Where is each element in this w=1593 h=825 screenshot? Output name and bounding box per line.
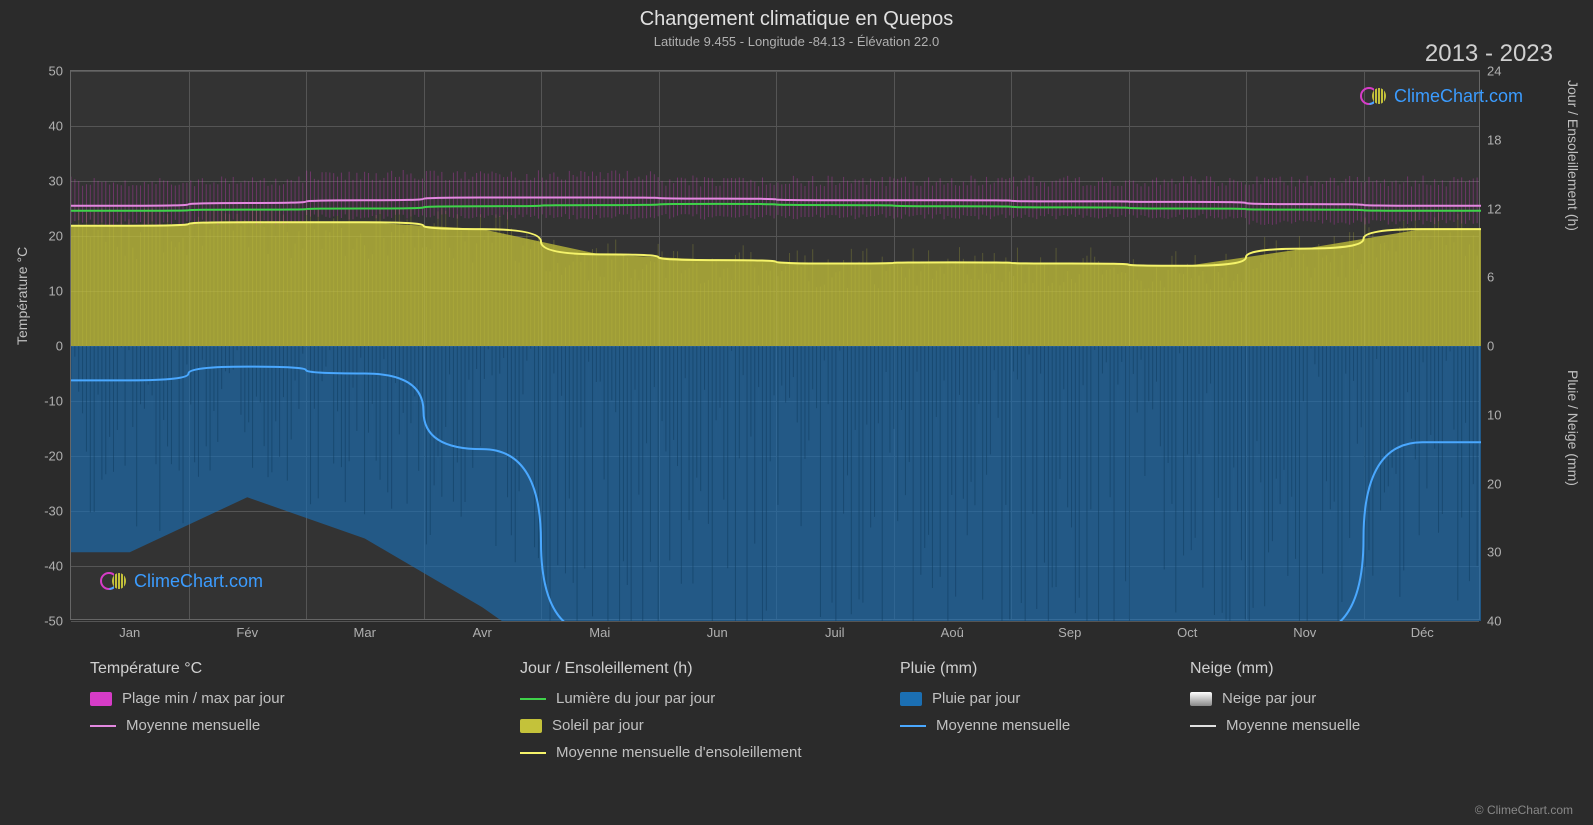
legend-temperature: Température °C Plage min / max par jour … (90, 660, 285, 744)
legend-rain-daily: Pluie par jour (900, 690, 1070, 707)
y-tick-right-bottom: 30 (1479, 545, 1501, 560)
rain-fill-area (71, 346, 1481, 621)
y-tick-left: 10 (49, 284, 71, 299)
legend-temp-range: Plage min / max par jour (90, 690, 285, 707)
y-tick-left: 0 (56, 339, 71, 354)
y-tick-left: 20 (49, 229, 71, 244)
sunshine-fill-area (71, 222, 1481, 346)
y-tick-right-top: 12 (1479, 201, 1501, 216)
sunshine-swatch (520, 719, 542, 733)
y-tick-left: -20 (44, 449, 71, 464)
y-tick-left: -30 (44, 504, 71, 519)
y-tick-left: 50 (49, 64, 71, 79)
x-tick-month: Nov (1293, 619, 1316, 640)
legend-snow: Neige (mm) Neige par jour Moyenne mensue… (1190, 660, 1360, 744)
y-tick-right-top: 18 (1479, 132, 1501, 147)
chart-subtitle: Latitude 9.455 - Longitude -84.13 - Élév… (654, 34, 940, 49)
x-tick-month: Mar (354, 619, 376, 640)
logo-text: ClimeChart.com (134, 571, 263, 592)
logo-text: ClimeChart.com (1394, 86, 1523, 107)
x-tick-month: Jun (707, 619, 728, 640)
logo-watermark-top: ClimeChart.com (1360, 85, 1523, 107)
climechart-logo-icon (1360, 85, 1388, 107)
y-axis-right-bottom-label: Pluie / Neige (mm) (1565, 370, 1581, 486)
legend-sunshine-fill: Soleil par jour (520, 717, 802, 734)
y-axis-left-label: Température °C (14, 247, 30, 345)
chart-title: Changement climatique en Quepos (640, 8, 954, 31)
snow-swatch (1190, 692, 1212, 706)
daylight-line-swatch (520, 698, 546, 700)
legend-snow-mean: Moyenne mensuelle (1190, 717, 1360, 734)
temp-range-swatch (90, 692, 112, 706)
legend-rain: Pluie (mm) Pluie par jour Moyenne mensue… (900, 660, 1070, 744)
x-tick-month: Déc (1411, 619, 1434, 640)
x-tick-month: Mai (589, 619, 610, 640)
climechart-logo-icon (100, 570, 128, 592)
y-tick-right-top: 6 (1479, 270, 1494, 285)
y-tick-right-bottom: 10 (1479, 407, 1501, 422)
x-tick-month: Aoû (941, 619, 964, 640)
legend-daylight-label: Lumière du jour par jour (556, 690, 715, 707)
x-tick-month: Jan (119, 619, 140, 640)
legend-rain-mean: Moyenne mensuelle (900, 717, 1070, 734)
legend-sun-title: Jour / Ensoleillement (h) (520, 660, 802, 678)
daylight-line (71, 204, 1481, 211)
legend-temp-mean: Moyenne mensuelle (90, 717, 285, 734)
legend-temp-range-label: Plage min / max par jour (122, 690, 285, 707)
x-tick-month: Avr (473, 619, 492, 640)
legend-sunshine-mean: Moyenne mensuelle d'ensoleillement (520, 744, 802, 761)
legend-temp-mean-label: Moyenne mensuelle (126, 717, 260, 734)
y-tick-left: -50 (44, 614, 71, 629)
logo-watermark-bottom: ClimeChart.com (100, 570, 263, 592)
y-tick-right-top: 24 (1479, 64, 1501, 79)
x-tick-month: Sep (1058, 619, 1081, 640)
y-tick-right-top: 0 (1479, 339, 1494, 354)
y-axis-right-top-label: Jour / Ensoleillement (h) (1565, 80, 1581, 231)
legend-snow-mean-label: Moyenne mensuelle (1226, 717, 1360, 734)
temp-mean-line-swatch (90, 725, 116, 727)
legend-snow-title: Neige (mm) (1190, 660, 1360, 678)
y-tick-left: 30 (49, 174, 71, 189)
legend-rain-daily-label: Pluie par jour (932, 690, 1020, 707)
rain-line-swatch (900, 725, 926, 727)
x-tick-month: Fév (236, 619, 258, 640)
legend-daylight: Lumière du jour par jour (520, 690, 802, 707)
legend-sunshine: Jour / Ensoleillement (h) Lumière du jou… (520, 660, 802, 771)
x-tick-month: Juil (825, 619, 845, 640)
legend-temp-title: Température °C (90, 660, 285, 678)
legend-rain-title: Pluie (mm) (900, 660, 1070, 678)
chart-plot-area: 50403020100-10-20-30-40-5024181260102030… (70, 70, 1480, 620)
sunshine-line-swatch (520, 752, 546, 754)
x-tick-month: Oct (1177, 619, 1197, 640)
y-tick-right-bottom: 40 (1479, 614, 1501, 629)
y-tick-left: -40 (44, 559, 71, 574)
legend-sunshine-mean-label: Moyenne mensuelle d'ensoleillement (556, 744, 802, 761)
legend-rain-mean-label: Moyenne mensuelle (936, 717, 1070, 734)
y-tick-left: -10 (44, 394, 71, 409)
y-tick-right-bottom: 20 (1479, 476, 1501, 491)
legend-snow-daily: Neige par jour (1190, 690, 1360, 707)
legend-snow-daily-label: Neige par jour (1222, 690, 1316, 707)
copyright-label: © ClimeChart.com (1475, 803, 1573, 817)
snow-line-swatch (1190, 725, 1216, 727)
legend-sunshine-label: Soleil par jour (552, 717, 644, 734)
y-tick-left: 40 (49, 119, 71, 134)
rain-swatch (900, 692, 922, 706)
